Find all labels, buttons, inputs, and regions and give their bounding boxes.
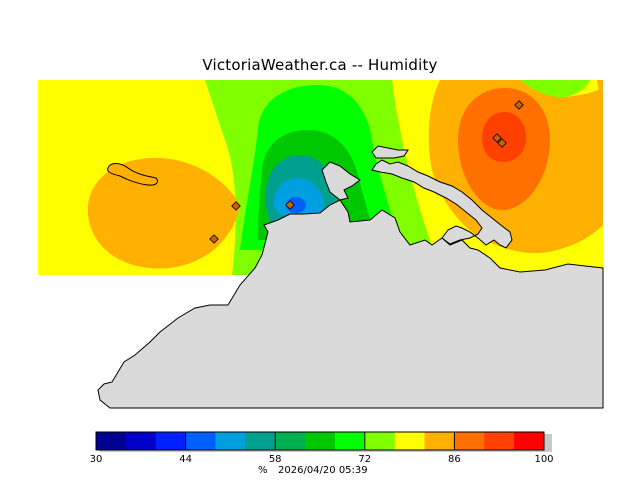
colorbar-swatch <box>125 432 157 450</box>
timestamp: 2026/04/20 05:39 <box>278 465 368 476</box>
colorbar-unit: % <box>258 465 268 476</box>
north-island <box>371 145 409 159</box>
colorbar-swatch <box>155 432 187 450</box>
colorbar-swatch <box>484 432 515 450</box>
colorbar-swatch <box>275 432 306 450</box>
land <box>97 145 604 409</box>
colorbar-swatch <box>514 432 545 450</box>
colorbar-tick-label: 72 <box>358 454 372 465</box>
colorbar-swatch <box>185 432 216 450</box>
contour-orange-west <box>87 157 240 269</box>
colorbar-swatch <box>215 432 246 450</box>
station-markers <box>209 100 524 244</box>
station-marker <box>231 201 241 211</box>
station-marker <box>209 234 219 244</box>
colorbar-tick-label: 58 <box>268 454 282 465</box>
colorbar-swatch <box>364 432 396 450</box>
colorbar-swatch <box>305 432 336 450</box>
colorbar-swatch <box>334 432 366 450</box>
west-lake <box>107 163 159 186</box>
colorbar-swatch <box>96 432 127 450</box>
colorbar-tick-label: 44 <box>179 454 192 465</box>
colorbar-tick-label: 100 <box>534 454 554 465</box>
colorbar-swatch <box>424 432 455 450</box>
east-peninsula <box>371 159 513 249</box>
contour-redorange-core <box>482 112 526 162</box>
map-title: VictoriaWeather.ca -- Humidity <box>202 56 438 74</box>
colorbar-swatch <box>394 432 426 450</box>
colorbar-swatch <box>454 432 485 450</box>
colorbar <box>95 431 552 452</box>
central-bay-land <box>321 161 361 201</box>
colorbar-tick-label: 86 <box>448 454 461 465</box>
contour-orange-ne-corner <box>597 80 603 100</box>
station-marker <box>492 133 502 143</box>
contour-blue-core <box>286 197 306 213</box>
land-mass <box>97 199 604 409</box>
station-marker <box>514 100 524 110</box>
station-marker <box>497 138 507 148</box>
station-marker <box>285 200 295 210</box>
colorbar-tick-label: 30 <box>89 454 103 465</box>
colorbar-swatch <box>245 432 276 450</box>
